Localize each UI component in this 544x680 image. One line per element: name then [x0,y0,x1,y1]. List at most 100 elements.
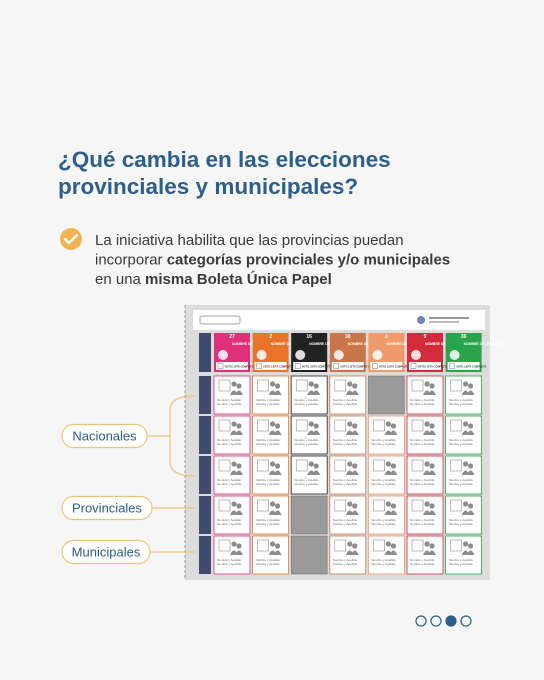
candidate-name: Nombre y Apellido [294,398,319,402]
candidate-name: Nombre y Apellido [410,402,435,406]
body-line: incorporar categorías provinciales y/o m… [95,252,450,269]
vote-box [450,539,462,552]
blank-cell [290,535,328,575]
topbar-line [429,317,469,319]
candidate-photo-body [428,470,436,475]
full-list-check [295,363,301,369]
vote-box [373,459,385,472]
candidate-name: Nombre y Apellido [410,562,435,566]
candidate-name: Nombre y Apellido [410,558,435,562]
candidate-photo-head [313,423,319,429]
candidate-photo-body [350,510,359,515]
topbar-field [199,315,241,325]
party-logo [256,350,267,360]
row-header [199,333,211,372]
candidate-photo-head [352,423,358,429]
candidate-name: Nombre y Apellido [217,562,242,566]
full-list-box [254,362,287,370]
candidate-photo-head [347,421,353,427]
candidate-photo-head [352,463,358,469]
text: incorporar [95,252,167,269]
vote-box [257,419,269,432]
candidate-name: Nombre y Apellido [217,402,242,406]
pager-dot [460,615,472,627]
candidate-photo-body [389,470,398,475]
check-icon [60,228,82,250]
candidate-name: Nombre y Apellido [217,398,242,402]
candidate-name: Nombre y Apellido [217,518,242,522]
candidate-name: Nombre y Apellido [410,438,435,442]
party-number-strip [368,333,405,339]
candidate-photo-body [273,390,282,395]
full-list-check [410,363,417,369]
candidate-name: Nombre y Apellido [294,478,319,482]
candidate-name: Nombre y Apellido [217,558,242,562]
candidate-photo-body [235,470,243,475]
body-line: La iniciativa habilita que las provincia… [95,232,404,249]
group-label: Nacionales [72,429,137,444]
candidate-name: Nombre y Apellido [217,438,242,442]
candidate-photo-head [463,381,469,387]
blank-cell [368,375,405,415]
candidate-photo-body [235,430,243,435]
pager-dot [430,615,442,627]
full-list-box [331,362,364,370]
candidate-photo-head [463,421,469,427]
candidate-name: Nombre y Apellido [371,518,396,522]
candidate-photo-head [270,381,276,387]
candidate-photo-head [385,461,391,467]
candidate-photo-body [428,390,436,395]
vote-box [411,379,424,392]
candidate-name: Nombre y Apellido [217,442,242,446]
group-connectors [147,395,196,553]
candidate-photo-head [390,423,396,429]
candidate-photo-head [231,461,237,467]
row-header [199,376,211,414]
vote-box [450,459,462,472]
vote-box [411,499,424,512]
candidate-photo-head [468,543,474,549]
candidate-photo-head [270,541,276,547]
candidate-photo-body [273,470,282,475]
candidate-photo-head [352,503,358,509]
candidate-photo-body [350,430,359,435]
candidate-name: Nombre y Apellido [371,478,396,482]
candidate-photo-head [236,463,242,469]
full-list-label: VOTO LISTA COMPLETA [379,365,409,369]
full-list-check [217,363,224,369]
candidate-photo-head [463,461,469,467]
vote-box [257,499,269,512]
candidate-photo-head [270,461,276,467]
candidate-photo-body [350,470,359,475]
candidate-photo-head [424,501,430,507]
row-header [199,456,211,494]
candidate-photo-head [275,463,281,469]
party-name: NOMBRE DEL PARTIDO [464,342,503,346]
candidate-photo-body [350,550,359,555]
candidate-photo-head [308,421,314,427]
candidate-name: Nombre y Apellido [333,562,358,566]
candidate-name: Nombre y Apellido [294,402,319,406]
party-name: NOMBRE DEL PARTIDO [271,342,310,346]
candidate-name: Nombre y Apellido [217,522,242,526]
vote-box [295,459,308,472]
candidate-photo-head [429,503,435,509]
candidate-name: Nombre y Apellido [371,442,396,446]
candidate-photo-head [347,501,353,507]
candidate-name: Nombre y Apellido [333,558,358,562]
candidate-photo-head [231,501,237,507]
vote-box [257,539,269,552]
vote-box [334,499,347,512]
full-list-box [370,362,403,370]
party-number: 27 [229,334,235,340]
bold-text: misma Boleta Única Papel [145,270,332,288]
candidate-photo-body [273,430,282,435]
pager-dot [445,615,457,627]
vote-box [334,419,347,432]
full-list-label: VOTO LISTA COMPLETA [263,365,293,369]
candidate-photo-head [270,501,276,507]
party-logo [218,350,228,360]
candidate-photo-body [312,390,321,395]
candidate-photo-head [429,543,435,549]
vote-box [334,459,347,472]
